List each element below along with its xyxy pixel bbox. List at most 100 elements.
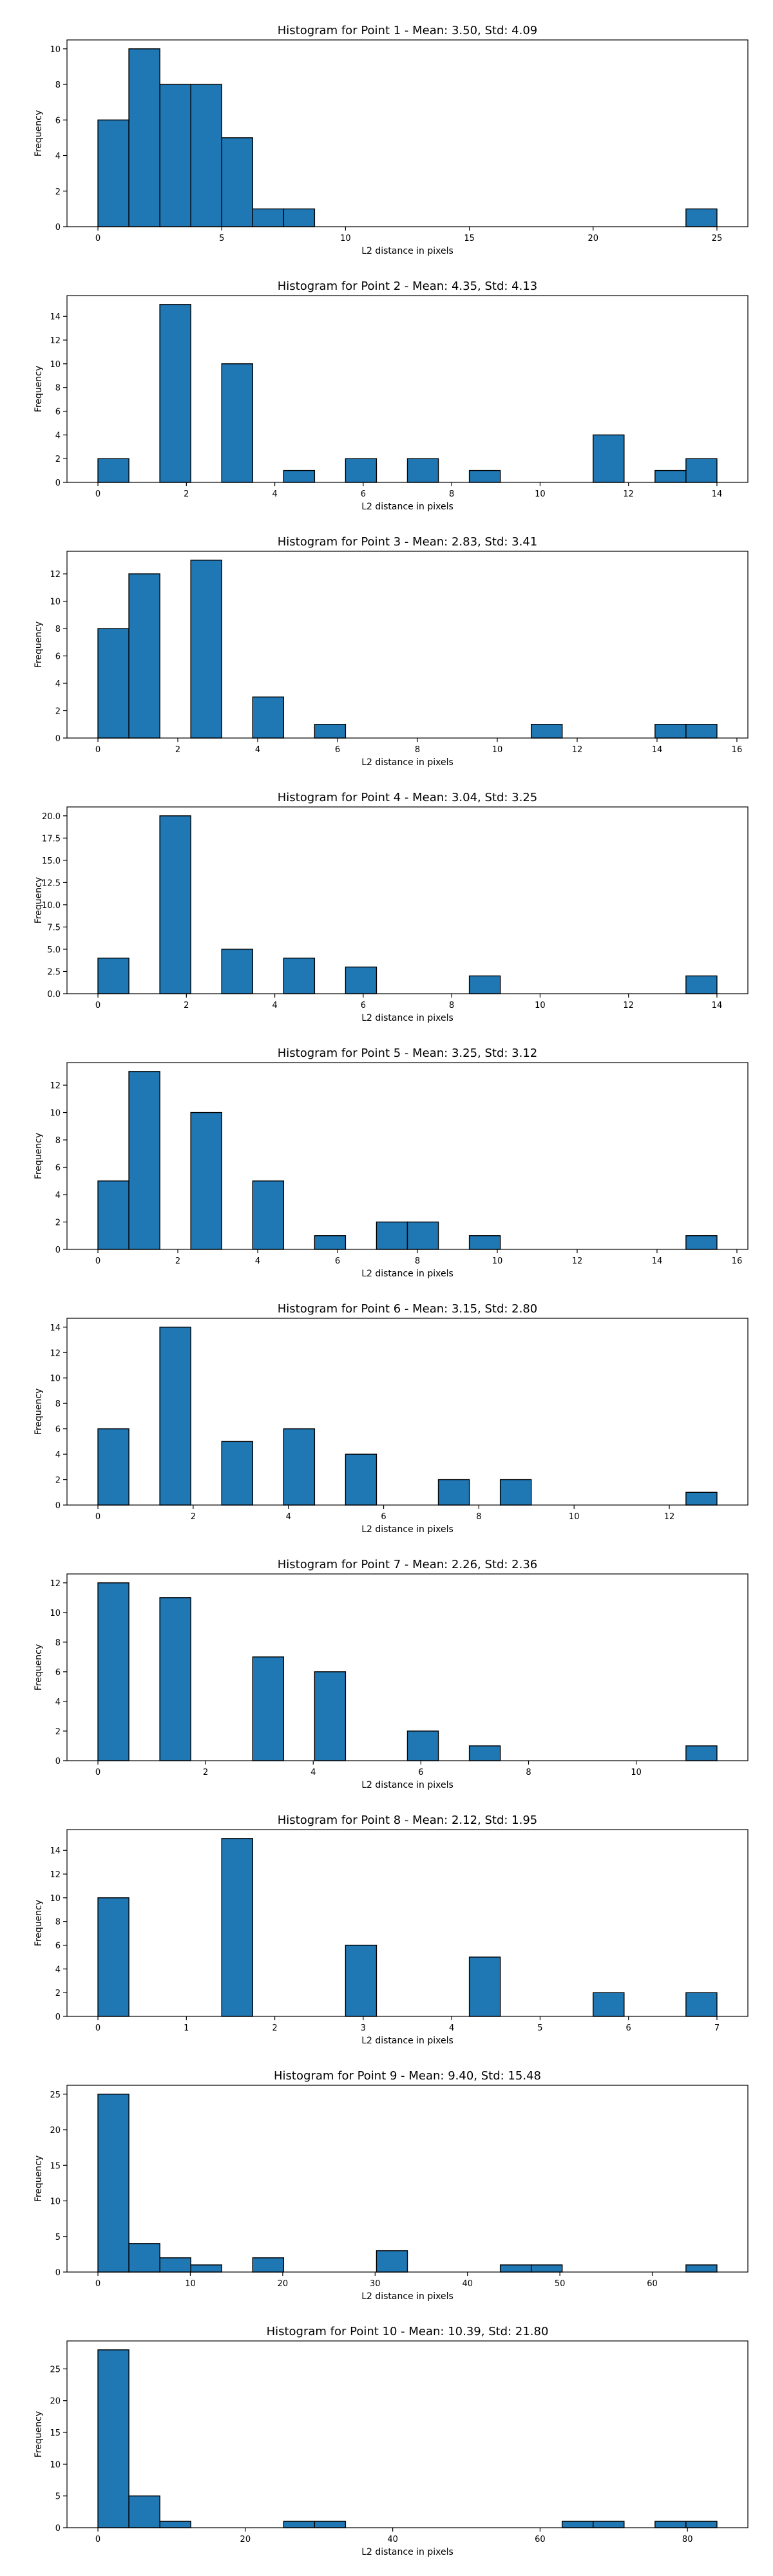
- y-tick-label: 8: [55, 625, 61, 634]
- x-tick-label: 0: [95, 1256, 100, 1266]
- histogram-bar: [437, 1479, 470, 1506]
- y-axis-label: Frequency: [33, 2411, 44, 2458]
- y-tick-label: 10: [50, 1894, 61, 1904]
- y-tick-label: 2: [55, 1476, 61, 1486]
- x-tick-label: 2: [191, 1512, 196, 1522]
- histogram-panel-7: 0 2 4 6 8 10 0 2 4 6 8 10 12 Histogram for Point 7 - …: [33, 1558, 749, 1790]
- x-axis-label: L2 distance in pixels: [361, 1780, 453, 1790]
- y-tick-label: 5.0: [47, 945, 61, 955]
- x-tick-label: 8: [449, 489, 454, 499]
- x-tick-label: 10: [340, 234, 351, 243]
- histogram-bar: [685, 975, 718, 994]
- histogram-panel-1: 0 5 10 15 20 25 0 2 4 6 8 10 Histogram for Point 1 -…: [33, 24, 749, 256]
- histogram-bar: [97, 2349, 129, 2528]
- x-tick-label: 4: [255, 1256, 260, 1266]
- x-tick-label: 20: [587, 234, 598, 243]
- x-tick-label: 12: [664, 1512, 675, 1522]
- chart-title: Histogram for Point 1 - Mean: 3.50, Std:…: [278, 24, 538, 37]
- histogram-bar: [685, 1992, 718, 2017]
- chart-title: Histogram for Point 9 - Mean: 9.40, Std:…: [274, 2069, 541, 2083]
- histogram-bar: [190, 560, 222, 739]
- y-tick-label: 5: [55, 2492, 61, 2502]
- y-tick-label: 20: [50, 2397, 61, 2407]
- chart-title: Histogram for Point 6 - Mean: 3.15, Std:…: [278, 1302, 538, 1316]
- chart-title: Histogram for Point 3 - Mean: 2.83, Std:…: [278, 535, 538, 549]
- x-tick-label: 6: [381, 1512, 386, 1522]
- x-tick-label: 40: [387, 2535, 398, 2544]
- chart-title: Histogram for Point 8 - Mean: 2.12, Std:…: [278, 1814, 538, 1827]
- x-tick-label: 6: [361, 489, 366, 499]
- y-axis-label: Frequency: [33, 366, 44, 412]
- histogram-bar: [654, 724, 687, 739]
- y-axis-label: Frequency: [33, 2155, 44, 2202]
- histogram-bar: [685, 1235, 718, 1250]
- x-tick-label: 8: [449, 1001, 454, 1010]
- histogram-bar: [159, 1327, 191, 1506]
- x-tick-label: 16: [732, 745, 743, 755]
- histogram-bar: [345, 1454, 377, 1506]
- histogram-bar: [190, 1112, 222, 1250]
- histogram-panel-6: 0 2 4 6 8 10 12 0 2 4 6 8 10 12 14 Histogram for Point …: [33, 1302, 749, 1535]
- x-tick-label: 10: [569, 1512, 580, 1522]
- x-tick-label: 0: [95, 489, 100, 499]
- histogram-bar: [468, 975, 501, 994]
- histogram-panel-10: 0 20 40 60 80 0 5 10 15 20 25 Histogram for Point 1…: [33, 2325, 749, 2557]
- histogram-bar: [221, 137, 253, 227]
- x-tick-label: 10: [492, 1256, 503, 1266]
- y-tick-label: 2: [55, 1989, 61, 1998]
- x-tick-label: 2: [184, 1001, 189, 1010]
- histogram-bar: [345, 1944, 377, 2017]
- plot-frame: [66, 1062, 749, 1250]
- x-tick-label: 30: [370, 2279, 381, 2289]
- histogram-bar: [159, 84, 191, 227]
- x-tick-label: 8: [526, 1768, 531, 1777]
- x-tick-label: 2: [175, 745, 180, 755]
- y-tick-label: 10: [50, 2460, 61, 2470]
- y-tick-label: 8: [55, 1136, 61, 1146]
- x-tick-label: 0: [95, 1001, 100, 1010]
- y-axis-label: Frequency: [33, 1644, 44, 1690]
- histogram-bar: [685, 2264, 718, 2273]
- y-tick-label: 0: [55, 1245, 61, 1255]
- x-axis-label: L2 distance in pixels: [361, 2547, 453, 2557]
- y-tick-label: 20: [50, 2126, 61, 2136]
- y-tick-label: 10: [50, 1374, 61, 1384]
- y-tick-label: 15: [50, 2429, 61, 2438]
- y-tick-label: 4: [55, 431, 61, 440]
- chart-title: Histogram for Point 5 - Mean: 3.25, Std:…: [278, 1046, 538, 1060]
- histogram-bar: [221, 1838, 253, 2017]
- y-tick-label: 8: [55, 1918, 61, 1927]
- x-tick-label: 12: [572, 745, 583, 755]
- chart-title: Histogram for Point 4 - Mean: 3.04, Std:…: [278, 791, 538, 804]
- x-tick-label: 6: [418, 1768, 423, 1777]
- x-tick-label: 2: [184, 489, 189, 499]
- x-tick-label: 8: [476, 1512, 481, 1522]
- y-tick-label: 4: [55, 1450, 61, 1460]
- y-axis-label: Frequency: [33, 1388, 44, 1435]
- y-tick-label: 6: [55, 408, 61, 417]
- y-tick-label: 6: [55, 116, 61, 126]
- x-tick-label: 14: [652, 1256, 663, 1266]
- y-tick-label: 8: [55, 384, 61, 393]
- histogram-bar: [190, 84, 222, 227]
- x-tick-label: 14: [712, 1001, 723, 1010]
- x-tick-label: 0: [95, 1768, 100, 1777]
- x-tick-label: 80: [682, 2535, 693, 2544]
- y-tick-label: 2: [55, 187, 61, 197]
- x-tick-label: 8: [415, 745, 420, 755]
- y-tick-label: 2: [55, 455, 61, 464]
- x-tick-label: 12: [623, 489, 634, 499]
- histogram-bar: [283, 958, 316, 994]
- histogram-bar: [159, 2257, 191, 2273]
- y-tick-label: 12: [50, 336, 61, 346]
- histogram-bar: [685, 1745, 718, 1761]
- y-tick-label: 8: [55, 80, 61, 90]
- y-tick-label: 0: [55, 478, 61, 488]
- histogram-bar: [468, 1235, 501, 1250]
- histogram-bar: [128, 2243, 160, 2273]
- x-axis-label: L2 distance in pixels: [361, 2036, 453, 2046]
- histogram-bar: [283, 469, 316, 483]
- histogram-panel-3: 0 2 4 6 8 10 12 14 16 0 2 4 6 8 10 12 Histogram for Poin…: [33, 535, 749, 768]
- y-tick-label: 10.0: [42, 901, 61, 911]
- histogram-bar: [221, 949, 253, 994]
